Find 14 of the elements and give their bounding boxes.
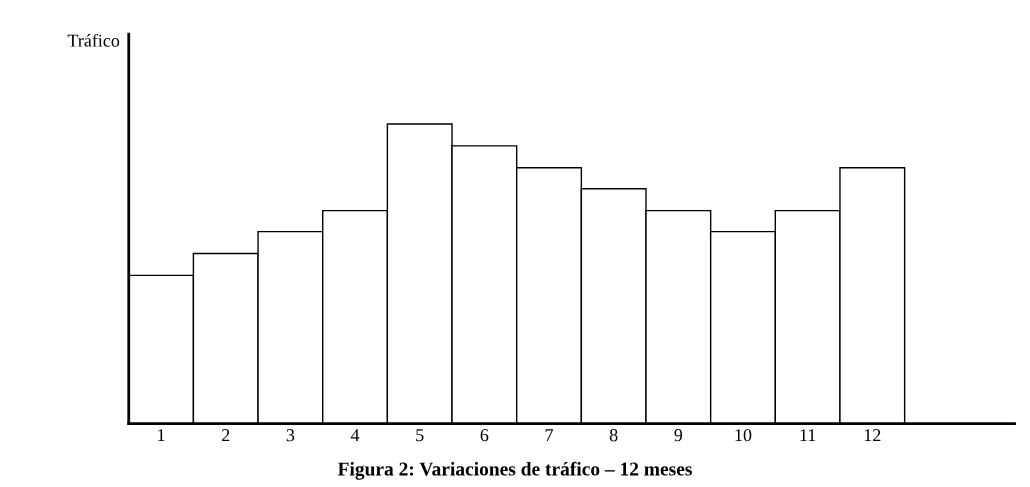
x-tick-label: 5 [416,429,424,442]
y-axis-title: Tráfico [67,33,120,47]
x-tick-label: 10 [735,429,752,442]
x-tick-label: 2 [222,429,230,442]
x-tick-label: 3 [286,429,295,442]
x-tick-label: 9 [674,429,683,442]
x-tick-label: 12 [864,429,881,442]
x-tick-label: 8 [609,429,618,442]
text: Figura 2: Variaciones de tráfico – 12 meses [337,461,692,480]
x-tick-label: 4 [350,429,360,442]
x-tick-label: 7 [545,429,554,442]
x-tick-label: 6 [480,429,489,442]
x-tick-label: 11 [800,429,816,442]
x-tick-label: 1 [158,429,165,442]
